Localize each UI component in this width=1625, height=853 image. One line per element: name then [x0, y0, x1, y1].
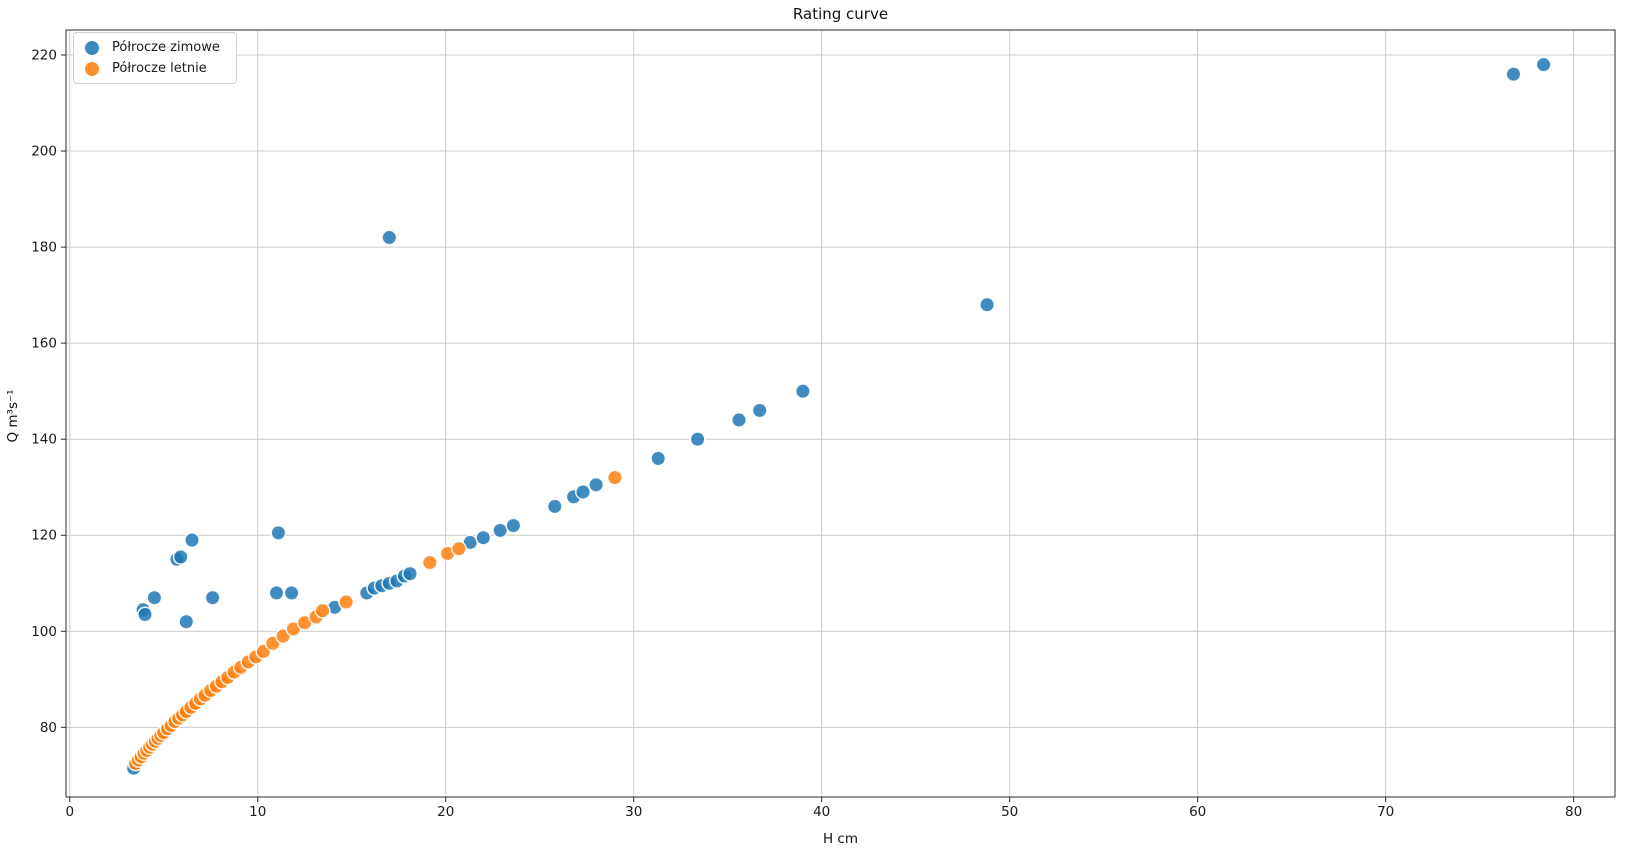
data-point-letnie: [338, 594, 355, 610]
data-point-zimowe: [283, 584, 300, 601]
data-point-zimowe: [689, 431, 706, 448]
y-tick-label: 120: [31, 528, 57, 544]
x-tick-label: 80: [1565, 804, 1582, 820]
data-point-zimowe: [381, 229, 398, 246]
x-axis-label: H cm: [822, 831, 858, 847]
data-point-zimowe: [172, 548, 189, 565]
data-point-zimowe: [146, 589, 163, 606]
data-point-zimowe: [794, 383, 811, 400]
data-point-zimowe: [178, 613, 195, 630]
data-point-letnie: [606, 469, 623, 486]
data-point-zimowe: [1505, 66, 1522, 83]
y-axis-label: Q m³s⁻¹: [5, 389, 21, 443]
x-tick-label: 60: [1189, 804, 1206, 820]
data-point-zimowe: [546, 498, 563, 515]
data-point-zimowe: [270, 524, 287, 541]
data-point-zimowe: [979, 296, 996, 313]
data-point-zimowe: [505, 517, 522, 534]
data-point-zimowe: [268, 584, 285, 601]
y-tick-label: 200: [31, 144, 57, 160]
data-point-zimowe: [731, 412, 747, 428]
x-tick-label: 30: [625, 804, 642, 820]
data-point-letnie: [450, 540, 467, 557]
data-point-zimowe: [650, 450, 667, 467]
y-tick-label: 140: [31, 432, 57, 448]
x-tick-label: 70: [1377, 804, 1394, 820]
x-tick-label: 50: [1001, 804, 1018, 820]
axes-spines: [65, 29, 1616, 798]
data-point-zimowe: [204, 589, 221, 606]
data-point-zimowe: [137, 606, 153, 623]
data-point-letnie: [314, 602, 331, 619]
legend-item-zimowe: Półrocze zimowe: [85, 40, 220, 55]
chart-title: Rating curve: [792, 5, 889, 23]
y-tick-label: 100: [31, 624, 57, 640]
x-tick-label: 10: [249, 804, 266, 820]
plot-area: [66, 30, 1615, 797]
x-tick-label: 20: [437, 804, 454, 820]
data-point-zimowe: [492, 522, 509, 539]
legend-label-zimowe: Półrocze zimowe: [112, 40, 220, 55]
data-point-zimowe: [184, 532, 200, 549]
data-point-zimowe: [575, 484, 591, 500]
y-tick-label: 80: [40, 720, 57, 736]
data-point-zimowe: [751, 402, 768, 419]
data-point-letnie: [421, 554, 438, 571]
x-tick-label: 40: [813, 804, 830, 820]
data-point-zimowe: [588, 476, 605, 493]
data-point-zimowe: [402, 565, 418, 582]
y-tick-label: 160: [31, 336, 57, 352]
legend-item-letnie: Półrocze letnie: [85, 61, 220, 76]
legend: Półrocze zimowe Półrocze letnie: [73, 32, 237, 84]
letnie-marker-icon: [85, 61, 99, 76]
data-point-zimowe: [475, 529, 492, 546]
legend-label-letnie: Półrocze letnie: [112, 61, 207, 76]
y-tick-label: 180: [31, 240, 57, 256]
zimowe-marker-icon: [85, 40, 99, 55]
x-tick-label: 0: [65, 804, 74, 820]
y-tick-label: 220: [31, 47, 57, 63]
data-point-zimowe: [1535, 56, 1552, 73]
